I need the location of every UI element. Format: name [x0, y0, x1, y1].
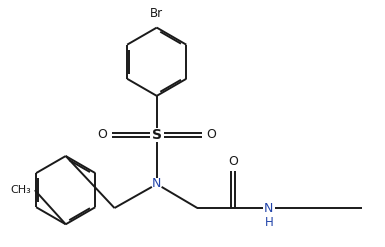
Text: CH₃: CH₃ [11, 185, 32, 195]
Text: N: N [264, 202, 274, 215]
Text: H: H [264, 216, 273, 229]
Text: N: N [152, 177, 161, 190]
Text: O: O [97, 128, 107, 141]
Text: O: O [228, 155, 238, 168]
Text: Br: Br [150, 7, 163, 21]
Text: S: S [152, 128, 162, 142]
Text: O: O [206, 128, 216, 141]
